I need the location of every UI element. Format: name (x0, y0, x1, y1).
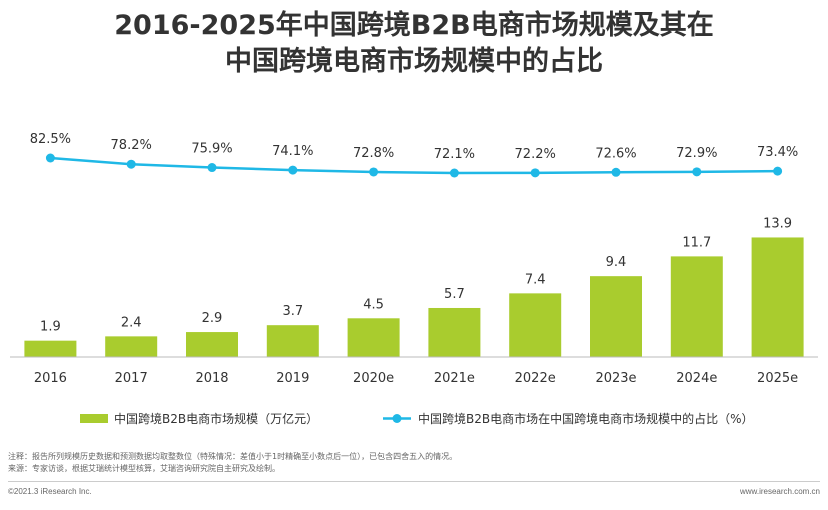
x-tick-label: 2022e (515, 371, 556, 386)
footer-divider (8, 481, 820, 482)
x-tick-label: 2021e (434, 371, 475, 386)
bar (105, 336, 158, 357)
chart-notes: 注释：报告所列规模历史数据和预测数据均取整数位（特殊情况：差值小于1时精确至小数… (8, 451, 820, 475)
line-point (692, 167, 702, 177)
chart-title-line2: 中国跨境电商市场规模中的占比 (225, 46, 603, 77)
line-point (288, 165, 298, 175)
line-point (369, 167, 379, 177)
line-series-path (50, 156, 778, 175)
line-point (530, 168, 540, 178)
bar-value-label: 11.7 (682, 235, 711, 250)
bar-series-layer: 1.9 2.4 2.9 3.7 4.5 5.7 7.4 9.4 11.7 13.9 (24, 216, 804, 357)
bar (24, 340, 77, 357)
bar-value-label: 9.4 (606, 255, 627, 270)
legend: 中国跨境B2B电商市场规模（万亿元） 中国跨境B2B电商市场在中国跨境电商市场规模… (80, 411, 754, 426)
legend-bar-swatch (80, 414, 108, 423)
bar-value-label: 4.5 (363, 297, 384, 312)
x-tick-label: 2024e (676, 371, 717, 386)
bar (186, 332, 238, 357)
line-value-label: 72.8% (353, 146, 394, 161)
legend-line-label: 中国跨境B2B电商市场在中国跨境电商市场规模中的占比（%） (418, 411, 754, 426)
line-value-label: 82.5% (30, 132, 71, 147)
line-point (126, 159, 136, 169)
line-value-label: 72.2% (515, 147, 556, 162)
chart-title-line1: 2016-2025年中国跨境B2B电商市场规模及其在 (114, 10, 714, 41)
x-tick-label: 2025e (757, 371, 798, 386)
line-point (611, 167, 621, 177)
line-value-label: 74.1% (272, 144, 313, 159)
bar-value-label: 13.9 (763, 216, 792, 231)
legend-line-marker (392, 414, 402, 423)
line-value-label: 72.1% (434, 147, 475, 162)
bar-value-label: 3.7 (282, 304, 303, 319)
bar-value-label: 2.4 (121, 315, 142, 330)
x-axis-ticks: 2016 2017 2018 2019 2020e 2021e 2022e 2023e 2024… (34, 371, 798, 386)
line-value-label: 72.9% (676, 146, 717, 161)
bar-value-label: 7.4 (525, 272, 546, 287)
bar (509, 293, 562, 357)
line-series-layer: 82.5% 78.2% 75.9% 74.1% 72.8% 72.1% 72.2% 72.6%… (30, 132, 798, 178)
x-tick-label: 2017 (115, 371, 148, 386)
chart-area: 82.5% 78.2% 75.9% 74.1% 72.8% 72.1% 72.2% 72.6%… (10, 132, 818, 426)
bar (266, 325, 319, 357)
notes-line: 注释：报告所列规模历史数据和预测数据均取整数位（特殊情况：差值小于1时精确至小数… (8, 452, 458, 461)
x-tick-label: 2018 (195, 371, 228, 386)
line-value-label: 75.9% (191, 142, 232, 157)
bar-value-label: 5.7 (444, 287, 465, 302)
x-tick-label: 2020e (353, 371, 394, 386)
legend-bar-label: 中国跨境B2B电商市场规模（万亿元） (114, 411, 318, 426)
line-value-label: 73.4% (757, 145, 798, 160)
x-tick-label: 2023e (595, 371, 636, 386)
source-line: 来源：专家访谈，根据艾瑞统计模型核算，艾瑞咨询研究院自主研究及绘制。 (8, 464, 280, 473)
bar-value-label: 1.9 (40, 320, 61, 335)
bar (347, 318, 400, 357)
line-point (207, 163, 217, 173)
copyright-text: ©2021.3 iResearch Inc. (8, 487, 92, 496)
line-value-label: 72.6% (595, 146, 636, 161)
chart-title: 2016-2025年中国跨境B2B电商市场规模及其在 中国跨境电商市场规模中的占… (0, 8, 828, 80)
x-tick-label: 2019 (276, 371, 309, 386)
bar (670, 256, 723, 357)
bar (590, 276, 642, 357)
line-value-label: 78.2% (111, 138, 152, 153)
bar-value-label: 2.9 (202, 311, 223, 326)
bar (428, 307, 481, 357)
line-point (773, 166, 783, 176)
website-text: www.iresearch.com.cn (739, 487, 820, 496)
line-point (449, 168, 459, 178)
line-point (45, 153, 55, 163)
bar (751, 237, 804, 357)
x-tick-label: 2016 (34, 371, 67, 386)
